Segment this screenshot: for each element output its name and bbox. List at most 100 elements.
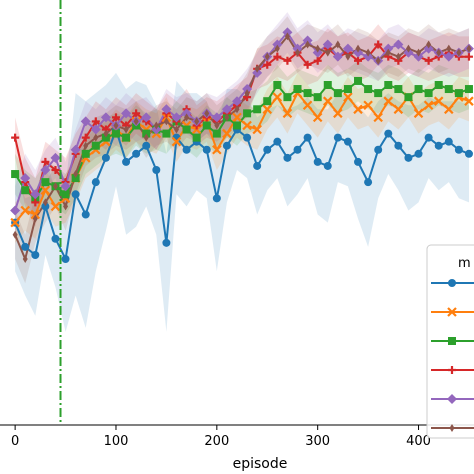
series-1-point (303, 133, 312, 142)
series-5-point (302, 35, 313, 46)
series-1-point (101, 153, 110, 162)
series-4-point (132, 109, 141, 118)
series-3-point (212, 129, 221, 138)
series-5-point (221, 104, 232, 115)
series-1-point (243, 133, 252, 142)
series-1-point (354, 157, 363, 166)
series-5-point (403, 47, 414, 58)
legend: m (426, 244, 474, 439)
series-2-point (433, 96, 444, 106)
series-6-point (52, 182, 58, 191)
series-5-point (413, 51, 424, 62)
series-3-point (273, 81, 282, 89)
series-2-point (40, 185, 51, 196)
series-2-point (312, 112, 323, 123)
series-4-point (81, 133, 90, 142)
series-5-point (181, 108, 192, 119)
legend-marker-5 (447, 394, 457, 404)
series-6-point (405, 44, 411, 53)
series-4-point (313, 56, 322, 65)
series-4-point (354, 56, 363, 65)
series-6-point (365, 48, 371, 57)
series-line-3 (14, 79, 470, 200)
series-3-point (162, 129, 171, 138)
series-3-point (41, 178, 50, 187)
series-3-point (11, 170, 20, 179)
series-6-point (113, 121, 119, 130)
series-3-point (253, 105, 262, 114)
series-1-point (283, 153, 292, 162)
series-5-point (232, 96, 242, 107)
legend-marker-6 (449, 424, 455, 432)
series-5-point (353, 47, 364, 58)
series-3-point (394, 85, 403, 94)
series-3-point (374, 89, 383, 98)
series-1-point (313, 157, 322, 166)
series-line-2 (14, 91, 470, 224)
series-6-point (22, 255, 28, 264)
series-1-point (424, 133, 433, 142)
series-4-point (273, 52, 282, 61)
series-2-point (373, 112, 383, 123)
series-lines (14, 30, 470, 263)
series-3-point (61, 190, 70, 199)
series-5-point (50, 152, 61, 163)
series-5-point (211, 112, 222, 123)
series-6-point (32, 214, 38, 223)
series-6-point (153, 121, 159, 130)
series-1-point (464, 149, 473, 158)
series-3-point (293, 85, 302, 94)
series-2-point (423, 100, 434, 111)
series-5-point (141, 112, 152, 123)
x-tick-label: 100 (104, 434, 129, 449)
series-3-point (384, 81, 393, 89)
series-1-point (394, 141, 403, 150)
series-6-point (254, 64, 260, 73)
series-1-point (31, 251, 40, 259)
series-1-point (21, 242, 30, 251)
series-3-point (243, 109, 252, 118)
series-4-point (11, 133, 20, 142)
series-6-point (103, 129, 109, 138)
series-6-point (83, 141, 89, 150)
series-3-point (323, 81, 332, 89)
series-1-point (182, 145, 191, 154)
x-tick-label: 0 (11, 434, 19, 449)
series-1-point (293, 145, 302, 154)
series-3-point (122, 133, 131, 142)
series-3-point (354, 76, 363, 85)
legend-title: m (458, 256, 471, 271)
series-6-point (436, 48, 442, 57)
series-6-point (184, 113, 190, 122)
legend-marker-4 (448, 366, 456, 374)
series-1-point (132, 149, 141, 158)
series-3-point (414, 85, 423, 94)
series-5-point (20, 173, 31, 184)
series-2-point (302, 100, 313, 111)
series-3-point (233, 121, 241, 130)
series-6-point (395, 52, 401, 61)
series-6-point (173, 125, 179, 134)
series-1-point (142, 141, 151, 150)
series-6-point (234, 105, 240, 114)
series-band-6 (15, 16, 469, 284)
series-3-point (434, 81, 443, 89)
series-1-point (343, 137, 352, 146)
series-1-point (41, 202, 50, 211)
series-6-point (214, 121, 220, 130)
series-2-point (333, 108, 343, 119)
x-tick-label: 300 (305, 434, 330, 449)
series-5-point (322, 39, 333, 50)
series-2-point (343, 92, 353, 102)
series-6-point (284, 32, 290, 41)
series-5-point (171, 112, 182, 123)
x-axis-label: episode (233, 456, 288, 472)
series-6-point (446, 44, 452, 53)
series-2-point (252, 124, 262, 135)
series-4-point (374, 40, 383, 49)
series-1-point (333, 133, 342, 142)
x-axis-ticks: 0 100 200 300 400 (11, 425, 431, 449)
x-tick-label: 200 (204, 434, 229, 449)
series-6-point (123, 125, 129, 134)
series-5-point (40, 165, 51, 175)
